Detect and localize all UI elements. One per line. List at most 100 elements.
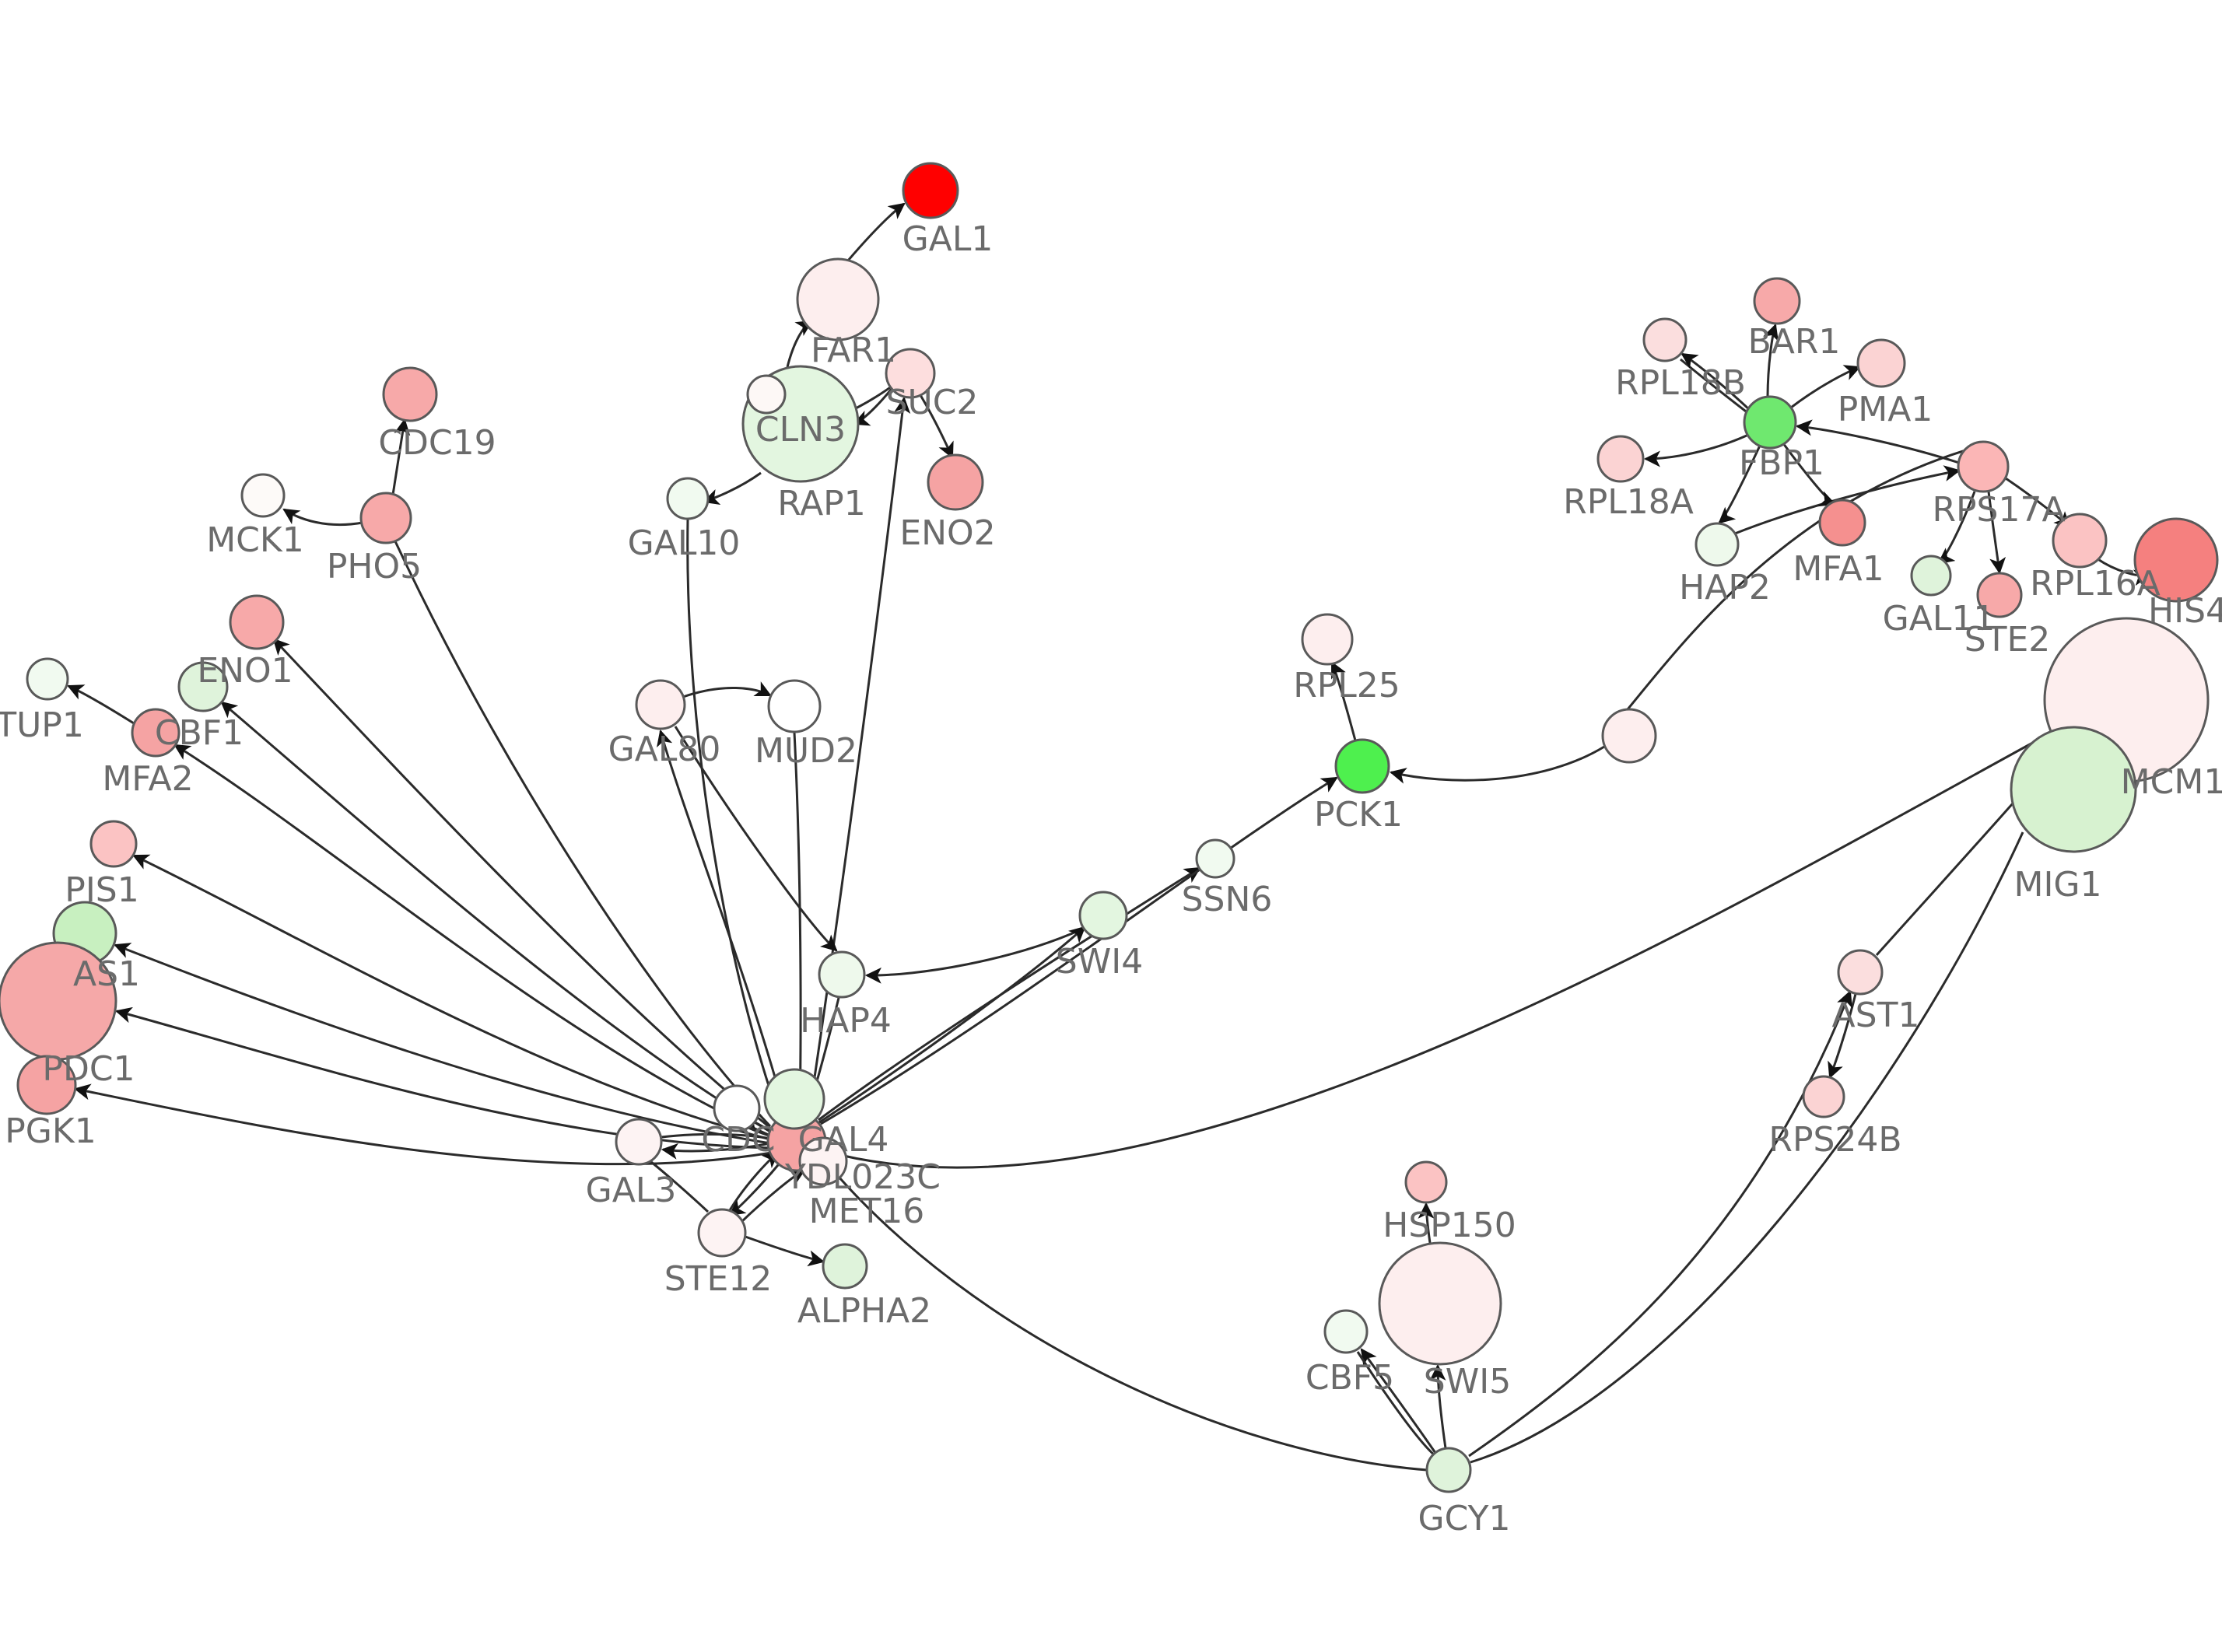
node-label-RAP1: RAP1 xyxy=(777,484,865,523)
node-label-MFA1: MFA1 xyxy=(1793,549,1884,589)
node-SWI5[interactable] xyxy=(1378,1241,1502,1366)
node-MET16_node[interactable] xyxy=(763,1068,825,1130)
node-AST1[interactable] xyxy=(1837,949,1884,996)
node-label-ENO1: ENO1 xyxy=(197,651,293,691)
edge-PHO5-to-MCK1 xyxy=(282,508,363,526)
edge-GAL4-to-GCY1 xyxy=(822,1158,1428,1472)
node-PGK1[interactable] xyxy=(16,1055,77,1115)
node-label-GAL80: GAL80 xyxy=(608,730,721,769)
edge-SWI5-to-HSP150 xyxy=(1418,1202,1435,1244)
node-FBP1[interactable] xyxy=(1743,395,1797,450)
node-label-MCM1: MCM1 xyxy=(2121,762,2222,802)
node-label-FBP1: FBP1 xyxy=(1739,443,1824,483)
node-SUC2[interactable] xyxy=(885,348,936,399)
node-ENO2[interactable] xyxy=(927,453,984,511)
edge-FBP1-to-BAR1 xyxy=(1763,324,1779,399)
node-CBF1[interactable] xyxy=(177,661,229,712)
node-PMA1[interactable] xyxy=(1856,338,1906,388)
node-label-ENO2: ENO2 xyxy=(899,513,995,553)
edge-GAL4-to-GAL80 xyxy=(657,729,787,1116)
edge-GCY1-to-MIG1 xyxy=(1470,831,2024,1464)
node-label-RPL18B: RPL18B xyxy=(1615,363,1746,403)
node-label-HAP4: HAP4 xyxy=(800,1001,892,1041)
edge-GAL4-to-STE12 xyxy=(728,1160,783,1216)
node-label-BAR1: BAR1 xyxy=(1748,322,1841,362)
edge-STE12-to-GAL4 xyxy=(728,1151,780,1211)
edge-GAL4-to-MFA2 xyxy=(173,744,771,1137)
edge-FAR1-to-GAL1 xyxy=(846,202,906,261)
node-CBF5[interactable] xyxy=(1323,1309,1369,1354)
node-YDL023C_node[interactable] xyxy=(798,1136,848,1186)
node-label-RPL16A: RPL16A xyxy=(2030,564,2161,604)
edge-CBF5-to-GCY1 xyxy=(1356,1351,1436,1458)
node-MFA1[interactable] xyxy=(1818,499,1866,547)
node-STE12[interactable] xyxy=(697,1208,747,1258)
node-PIS1[interactable] xyxy=(89,820,138,868)
node-label-ALPHA2: ALPHA2 xyxy=(797,1291,931,1331)
node-GAL11[interactable] xyxy=(1910,555,1952,597)
edge-MFA2-to-TUP1 xyxy=(67,684,135,725)
node-ALPHA2[interactable] xyxy=(822,1243,868,1290)
edge-GAL4-to-GAS1 xyxy=(114,943,771,1145)
node-PCK1[interactable] xyxy=(1334,738,1390,794)
node-BAR1[interactable] xyxy=(1753,277,1801,325)
node-RPL16A[interactable] xyxy=(2052,513,2108,569)
node-GAL10[interactable] xyxy=(666,477,710,520)
edge-PCK1_src-to-HAP2 xyxy=(1626,443,1985,710)
edge-GAL10-to-GAL4 xyxy=(686,519,780,1115)
edge-GAL4-to-SSN6 xyxy=(818,866,1201,1122)
edge-GAL4-to-GAL3 xyxy=(661,1142,771,1160)
node-label-GAL4: GAL4 xyxy=(798,1120,889,1160)
node-label-MET16: MET16 xyxy=(809,1192,925,1231)
node-label-GAS1: AS1 xyxy=(73,954,140,994)
node-label-RPS24B: RPS24B xyxy=(1768,1120,1901,1160)
node-MUD2[interactable] xyxy=(767,679,822,733)
node-STE2[interactable] xyxy=(1976,572,2023,618)
node-label-PGK1: PGK1 xyxy=(5,1111,96,1151)
node-label-YDL023C: YDL023C xyxy=(784,1157,941,1197)
node-MIG1[interactable] xyxy=(2010,726,2137,853)
node-SWI4[interactable] xyxy=(1078,891,1128,940)
node-RPL25[interactable] xyxy=(1301,613,1354,666)
node-SSN6[interactable] xyxy=(1195,838,1235,879)
node-GAL3[interactable] xyxy=(615,1118,663,1166)
node-HSP150[interactable] xyxy=(1404,1160,1448,1204)
node-CDC19[interactable] xyxy=(382,366,438,422)
node-HAP2[interactable] xyxy=(1695,522,1740,567)
node-label-AST1: AST1 xyxy=(1832,996,1920,1035)
node-label-GAL11: GAL11 xyxy=(1883,599,1996,639)
node-CLN3_inner[interactable] xyxy=(746,374,787,415)
node-GAL4_white[interactable] xyxy=(713,1084,761,1132)
edge-GAL4-to-PGK1 xyxy=(73,1083,773,1166)
node-FAR1[interactable] xyxy=(796,257,880,341)
node-RPS17A[interactable] xyxy=(1957,440,2010,493)
node-GAL80[interactable] xyxy=(635,679,686,730)
node-label-CLN3: CLN3 xyxy=(755,410,846,450)
edge-GCY1-to-SWI5 xyxy=(1429,1363,1447,1449)
node-label-MIG1: MIG1 xyxy=(2013,865,2101,905)
node-RPL18B[interactable] xyxy=(1642,317,1688,362)
node-MFA2[interactable] xyxy=(131,708,180,758)
node-label-MUD2: MUD2 xyxy=(755,731,857,771)
node-PCK1_src[interactable] xyxy=(1601,708,1657,764)
node-GCY1[interactable] xyxy=(1425,1447,1472,1493)
node-RPS24B[interactable] xyxy=(1802,1075,1845,1118)
node-GAL1[interactable] xyxy=(902,162,959,219)
node-PHO5[interactable] xyxy=(359,492,412,544)
edge-SWI4-to-HAP4 xyxy=(864,928,1082,984)
edge-PCK1_src-to-PCK1 xyxy=(1389,745,1605,784)
node-HAP4[interactable] xyxy=(818,950,866,999)
node-label-MFA2: MFA2 xyxy=(102,759,193,799)
node-MCK1[interactable] xyxy=(240,473,286,518)
node-ENO1[interactable] xyxy=(229,594,285,650)
edge-RPS17A-to-STE2 xyxy=(1987,491,2006,575)
node-label-RPL18A: RPL18A xyxy=(1563,482,1694,522)
node-RPL18A[interactable] xyxy=(1596,435,1645,483)
node-label-RPL25: RPL25 xyxy=(1293,666,1400,705)
node-label-PDC1: PDC1 xyxy=(42,1049,135,1089)
node-label-CBF5: CBF5 xyxy=(1306,1358,1394,1398)
node-label-TUP1: TUP1 xyxy=(0,705,84,745)
node-HIS4[interactable] xyxy=(2133,517,2219,603)
node-TUP1[interactable] xyxy=(26,657,69,701)
